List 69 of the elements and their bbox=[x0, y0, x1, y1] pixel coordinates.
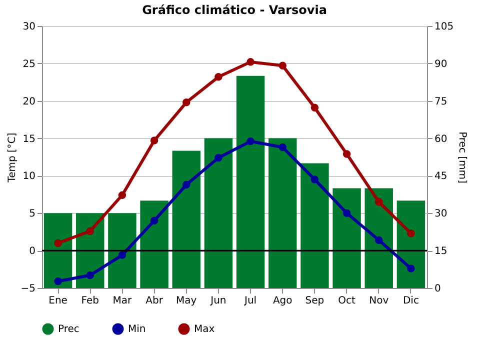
y2-tick-label: 105 bbox=[434, 22, 454, 32]
bar bbox=[396, 200, 426, 288]
y-tick-label: 15 bbox=[22, 134, 36, 145]
x-tick-label: Nov bbox=[369, 296, 389, 306]
bar bbox=[236, 76, 265, 288]
point bbox=[342, 209, 351, 218]
y-tick-label: 20 bbox=[22, 96, 36, 108]
point bbox=[54, 277, 62, 286]
point bbox=[150, 136, 158, 144]
point bbox=[182, 98, 190, 106]
y-tick-label: 10 bbox=[22, 171, 36, 182]
x-tick-label: Ago bbox=[272, 296, 292, 306]
x-tick-label: Dic bbox=[402, 296, 419, 306]
y2-tick-label: 75 bbox=[434, 96, 448, 108]
point bbox=[86, 271, 94, 280]
point bbox=[407, 229, 415, 238]
y2-axis-title: Prec [mm] bbox=[456, 132, 468, 184]
y-tick-label: 25 bbox=[22, 58, 36, 70]
x-tick-label: Oct bbox=[338, 296, 356, 306]
bar bbox=[332, 188, 361, 288]
bar bbox=[364, 188, 393, 288]
y-tick-label: 5 bbox=[29, 208, 36, 220]
x-tick-label: Feb bbox=[81, 296, 99, 306]
point bbox=[278, 143, 286, 152]
legend-label: Prec bbox=[58, 324, 80, 335]
bar bbox=[300, 163, 329, 288]
x-tick-label: Jun bbox=[210, 296, 226, 306]
y-tick-label: 0 bbox=[29, 246, 36, 258]
y2-tick-label: 30 bbox=[434, 208, 448, 220]
point bbox=[246, 137, 254, 146]
y2-tick-label: 45 bbox=[434, 171, 448, 182]
point bbox=[54, 239, 62, 247]
x-tick-label: Abr bbox=[146, 296, 164, 306]
bar bbox=[204, 138, 233, 288]
chart-title: Gráfico climático - Varsovia bbox=[142, 3, 327, 17]
point bbox=[310, 176, 319, 184]
x-tick-label: Jul bbox=[244, 296, 257, 306]
point bbox=[118, 251, 126, 259]
x-tick-label: May bbox=[176, 296, 197, 306]
y-tick-label: −5 bbox=[20, 284, 36, 294]
x-tick-label: Ene bbox=[48, 296, 68, 306]
point bbox=[150, 216, 158, 224]
y2-tick-label: 15 bbox=[434, 246, 448, 258]
point bbox=[86, 227, 94, 235]
point bbox=[407, 264, 415, 272]
point bbox=[375, 198, 383, 206]
point bbox=[214, 154, 222, 162]
point bbox=[182, 180, 190, 189]
point bbox=[214, 73, 222, 81]
y-axis-title: Temp [°C] bbox=[6, 132, 18, 184]
bar bbox=[268, 138, 297, 288]
y2-tick-label: 0 bbox=[434, 284, 441, 294]
legend-label: Min bbox=[128, 324, 146, 335]
bar bbox=[140, 200, 168, 288]
bar bbox=[108, 213, 136, 288]
x-tick-label: Sep bbox=[305, 296, 324, 306]
x-tick-label: Mar bbox=[112, 296, 133, 306]
point bbox=[375, 236, 383, 244]
point bbox=[246, 58, 254, 66]
legend-label: Max bbox=[194, 324, 215, 335]
y-tick-label: 30 bbox=[22, 22, 36, 32]
bar bbox=[172, 150, 200, 288]
point bbox=[342, 150, 351, 158]
y2-tick-label: 60 bbox=[434, 134, 448, 145]
y2-tick-label: 90 bbox=[434, 58, 448, 70]
point bbox=[310, 104, 319, 112]
bar bbox=[44, 213, 72, 288]
point bbox=[118, 191, 126, 200]
point bbox=[278, 62, 286, 70]
